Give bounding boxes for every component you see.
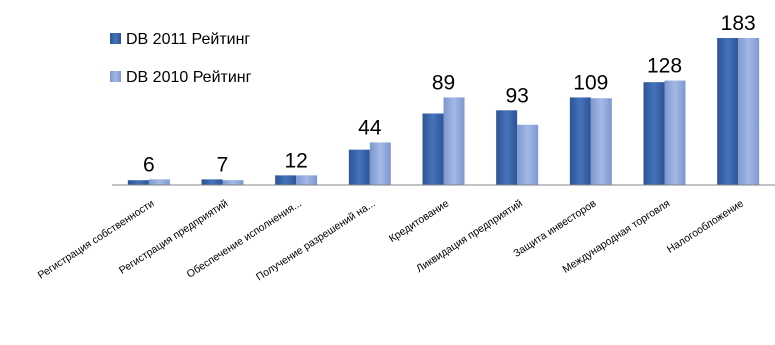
legend-label-series-1: DB 2011 Рейтинг xyxy=(126,31,250,48)
bar-series-2-2 xyxy=(222,180,244,185)
data-label-7: 109 xyxy=(573,71,608,94)
legend: DB 2011 Рейтинг DB 2010 Рейтинг xyxy=(110,31,252,86)
bar-series-1-6 xyxy=(496,110,518,185)
data-label-9: 183 xyxy=(721,12,756,35)
x-tick-label-3: Обеспечение исполнения... xyxy=(185,197,304,280)
bar-series-2-6 xyxy=(517,124,539,185)
bar-series-2-4 xyxy=(369,142,391,185)
data-label-5: 89 xyxy=(432,71,455,94)
legend-label-series-2: DB 2010 Рейтинг xyxy=(126,69,252,86)
data-label-2: 7 xyxy=(217,153,229,176)
bar-series-2-7 xyxy=(590,98,612,185)
x-tick-label-1: Регистрация собственности xyxy=(36,197,157,281)
bar-series-2-3 xyxy=(296,175,318,185)
bar-series-1-2 xyxy=(201,179,223,185)
bar-series-2-5 xyxy=(443,97,465,185)
bar-series-2-9 xyxy=(738,38,760,185)
bar-series-1-9 xyxy=(717,38,739,185)
bar-series-1-7 xyxy=(569,97,591,185)
legend-swatch-series-2 xyxy=(110,71,121,82)
data-label-8: 128 xyxy=(647,55,682,78)
x-tick-label-4: Получение разрешений на... xyxy=(254,197,377,283)
data-label-3: 12 xyxy=(284,149,307,172)
bar-series-2-8 xyxy=(664,80,686,185)
data-label-1: 6 xyxy=(143,153,155,176)
bar-series-2-1 xyxy=(148,179,170,185)
x-tick-label-9: Налогообложение xyxy=(665,197,746,255)
bars-group xyxy=(127,38,760,185)
bar-series-1-8 xyxy=(643,82,665,185)
x-tick-label-5: Кредитование xyxy=(387,197,451,245)
data-label-6: 93 xyxy=(505,84,528,107)
data-label-4: 44 xyxy=(358,116,382,139)
data-labels-group: 6 7 12 44 89 93 109 128 183 xyxy=(143,12,756,176)
legend-swatch-series-1 xyxy=(110,33,121,44)
bar-series-1-3 xyxy=(275,175,297,185)
legend-item-series-1: DB 2011 Рейтинг xyxy=(110,31,250,48)
bar-series-1-1 xyxy=(127,180,149,185)
bar-series-1-4 xyxy=(348,149,370,185)
legend-item-series-2: DB 2010 Рейтинг xyxy=(110,69,252,86)
bar-series-1-5 xyxy=(422,113,444,185)
